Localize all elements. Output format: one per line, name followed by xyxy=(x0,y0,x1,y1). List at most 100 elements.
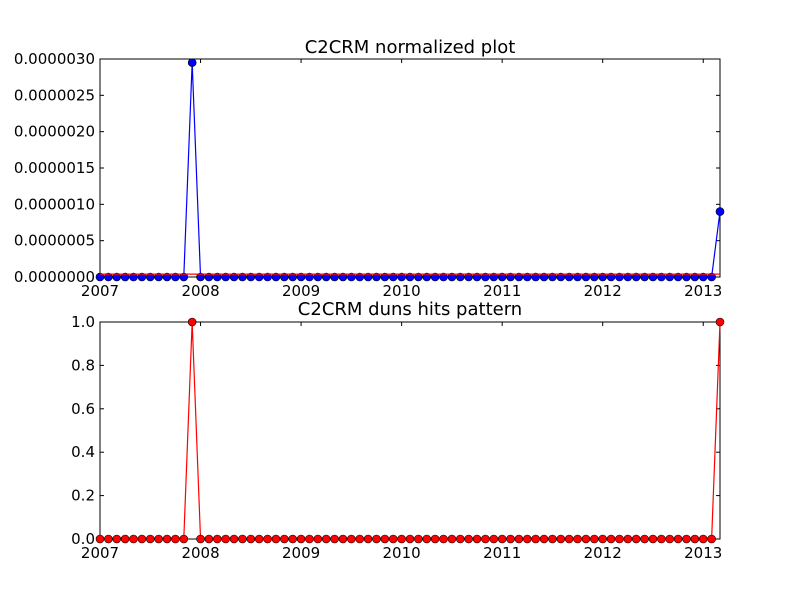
data-point xyxy=(254,272,264,282)
data-point xyxy=(162,534,172,544)
x-tick-label: 2007 xyxy=(81,282,119,300)
x-tick-label: 2013 xyxy=(684,282,722,300)
data-point xyxy=(707,272,716,282)
x-tick-label: 2011 xyxy=(483,544,521,562)
data-point xyxy=(112,272,122,282)
x-tick-label: 2009 xyxy=(282,544,320,562)
data-point xyxy=(590,534,599,544)
data-point xyxy=(145,272,155,282)
data-point xyxy=(129,272,138,282)
data-point xyxy=(707,534,716,544)
data-point xyxy=(698,272,708,282)
data-point xyxy=(573,534,582,544)
data-point xyxy=(238,272,247,282)
data-point xyxy=(305,272,314,282)
data-point xyxy=(263,272,272,282)
data-point xyxy=(682,534,691,544)
data-point xyxy=(623,272,633,282)
data-point xyxy=(95,272,105,282)
data-point xyxy=(598,272,608,282)
data-point xyxy=(422,272,432,282)
x-tick-label: 2010 xyxy=(383,544,421,562)
data-point xyxy=(137,534,147,544)
chart-title: C2CRM duns hits pattern xyxy=(298,299,522,320)
data-point xyxy=(640,534,649,544)
data-point xyxy=(715,207,725,216)
data-point xyxy=(514,272,524,282)
x-tick-label: 2008 xyxy=(181,282,219,300)
data-point xyxy=(414,534,423,544)
data-point xyxy=(280,272,289,282)
data-point xyxy=(380,534,390,544)
data-point xyxy=(497,534,507,544)
data-point xyxy=(229,272,239,282)
data-point xyxy=(271,534,281,544)
data-point xyxy=(120,272,130,282)
data-point xyxy=(338,272,348,282)
data-point xyxy=(514,534,524,544)
data-point xyxy=(548,272,557,282)
data-point xyxy=(296,272,306,282)
x-tick-label: 2013 xyxy=(684,544,722,562)
y-tick-label: 0.2 xyxy=(71,487,95,505)
data-point xyxy=(590,272,599,282)
y-tick-label: 0.0000025 xyxy=(14,86,95,104)
data-point xyxy=(104,534,113,544)
data-point xyxy=(598,534,608,544)
data-point xyxy=(640,272,649,282)
data-point xyxy=(489,272,499,282)
data-point xyxy=(104,272,113,282)
data-point xyxy=(606,272,616,282)
data-point xyxy=(280,534,289,544)
data-point xyxy=(204,272,214,282)
data-point xyxy=(698,534,708,544)
data-point xyxy=(481,534,490,544)
data-point xyxy=(665,272,675,282)
x-tick-label: 2009 xyxy=(282,282,320,300)
x-tick-label: 2012 xyxy=(584,282,622,300)
data-point xyxy=(556,272,566,282)
data-point xyxy=(531,272,540,282)
data-point xyxy=(648,272,658,282)
chart-title: C2CRM normalized plot xyxy=(305,37,516,58)
data-point xyxy=(313,272,323,282)
data-point xyxy=(246,272,256,282)
data-point xyxy=(196,272,205,282)
data-point xyxy=(648,534,658,544)
data-point xyxy=(171,534,180,544)
data-point xyxy=(179,534,189,544)
data-point xyxy=(397,534,406,544)
series-line xyxy=(100,62,721,278)
data-point xyxy=(615,272,624,282)
data-point xyxy=(330,272,339,282)
data-point xyxy=(631,534,641,544)
data-point xyxy=(372,272,381,282)
data-point xyxy=(355,272,365,282)
data-point xyxy=(447,534,457,544)
data-point xyxy=(615,534,624,544)
data-point xyxy=(506,534,515,544)
data-point xyxy=(221,534,230,544)
data-point xyxy=(564,534,574,544)
data-point xyxy=(120,534,130,544)
data-point xyxy=(330,534,339,544)
data-point xyxy=(673,272,683,282)
data-point xyxy=(497,272,507,282)
data-point xyxy=(430,272,440,282)
y-tick-label: 0.0000005 xyxy=(14,232,95,250)
data-point xyxy=(422,534,432,544)
data-point xyxy=(347,534,356,544)
data-point xyxy=(154,272,163,282)
y-tick-label: 1.0 xyxy=(71,313,95,331)
data-point xyxy=(145,534,155,544)
data-point xyxy=(455,272,465,282)
data-point xyxy=(212,272,222,282)
data-point xyxy=(531,534,540,544)
data-point xyxy=(372,534,381,544)
data-point xyxy=(581,272,591,282)
data-point xyxy=(388,272,398,282)
chart-panel-duns-hits: C2CRM duns hits pattern 2007 2008 2009 2010… xyxy=(71,299,725,562)
data-point xyxy=(414,272,423,282)
